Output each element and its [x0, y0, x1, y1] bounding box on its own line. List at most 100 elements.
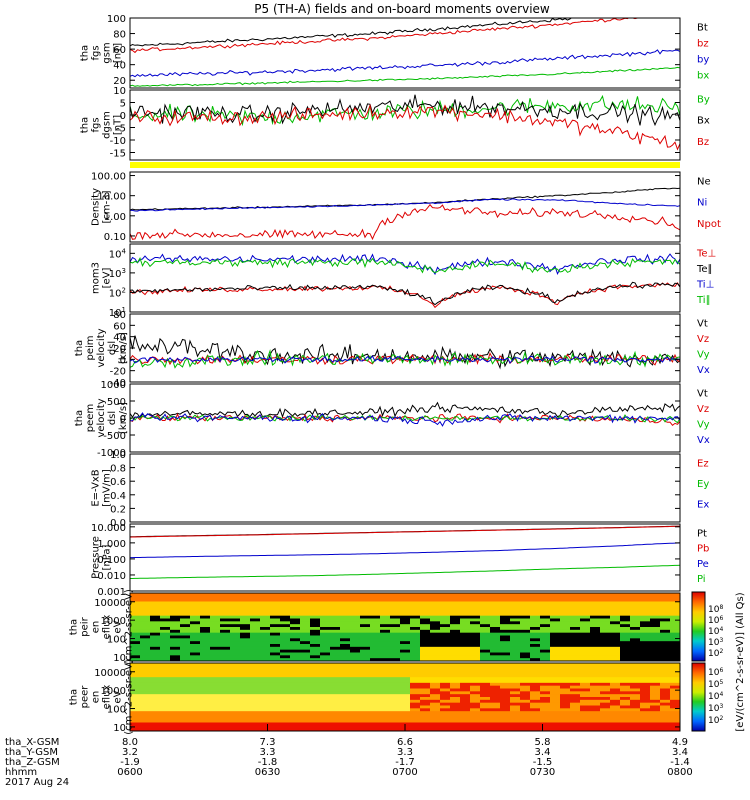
spectrogram-cell — [380, 697, 391, 701]
spectrogram-cell — [160, 610, 171, 614]
spectrogram-cell — [250, 649, 261, 654]
y-tick-label: 40 — [113, 61, 126, 72]
spectrogram-cell — [490, 711, 501, 715]
spectrogram-cell — [480, 665, 491, 670]
spectrogram-cell — [180, 708, 191, 712]
spectrogram-cell — [610, 725, 621, 729]
spectrogram-cell — [130, 649, 141, 654]
spectrogram-cell — [450, 607, 461, 611]
spectrogram-cell — [620, 711, 631, 715]
spectrogram-cell — [240, 621, 251, 625]
spectrogram-cell — [220, 610, 231, 614]
spectrogram-cell — [610, 705, 621, 709]
spectrogram-cell — [450, 716, 461, 721]
spectrogram-cell — [580, 601, 591, 605]
spectrogram-cell — [370, 671, 381, 675]
spectrogram-cell — [320, 668, 331, 673]
spectrogram-cell — [560, 638, 571, 642]
spectrogram-cell — [290, 714, 301, 718]
spectrogram-cell — [570, 711, 581, 715]
spectrogram-cell — [220, 671, 231, 675]
spectrogram-cell — [660, 624, 671, 628]
spectrogram-cell — [130, 728, 141, 731]
spectrogram-cell — [650, 624, 661, 628]
spectrogram-cell — [200, 624, 211, 628]
spectrogram-cell — [570, 677, 581, 681]
figure-title: P5 (TH-A) fields and on-board moments ov… — [254, 2, 550, 16]
spectrogram-cell — [430, 638, 441, 642]
spectrogram-cell — [450, 652, 461, 656]
spectrogram-cell — [340, 722, 351, 726]
spectrogram-cell — [500, 674, 511, 678]
spectrogram-cell — [520, 719, 531, 724]
spectrogram-cell — [520, 615, 531, 620]
spectrogram-cell — [290, 658, 301, 661]
spectrogram-cell — [290, 618, 301, 622]
spectrogram-cell — [430, 682, 441, 687]
spectrogram-cell — [130, 641, 141, 645]
spectrogram-cell — [380, 680, 391, 684]
spectrogram-cell — [440, 641, 451, 645]
spectrogram-cell — [400, 671, 411, 675]
spectrogram-cell — [130, 663, 141, 667]
spectrogram-cell — [240, 652, 251, 656]
spectrogram-cell — [430, 610, 441, 614]
spectrogram-cell — [480, 612, 491, 617]
spectrogram-cell — [310, 725, 321, 729]
spectrogram-cell — [470, 702, 481, 707]
spectrogram-cell — [660, 728, 671, 731]
spectrogram-cell — [250, 708, 261, 712]
spectrogram-cell — [610, 714, 621, 718]
spectrogram-cell — [130, 725, 141, 729]
spectrogram-cell — [570, 598, 581, 603]
spectrogram-cell — [420, 632, 431, 637]
spectrogram-cell — [580, 638, 591, 642]
spectrogram-cell — [310, 677, 321, 681]
spectrogram-cell — [130, 688, 141, 692]
spectrogram-cell — [560, 607, 571, 611]
spectrogram-cell — [540, 615, 551, 620]
spectrogram-cell — [590, 716, 601, 721]
spectrogram-cell — [390, 610, 401, 614]
spectrogram-cell — [410, 685, 421, 690]
spectrogram-cell — [170, 668, 181, 673]
spectrogram-cell — [220, 694, 231, 698]
spectrogram-cell — [130, 677, 141, 681]
spectrogram-cell — [240, 646, 251, 651]
spectrogram-cell — [350, 665, 361, 670]
spectrogram-cell — [160, 728, 171, 731]
spectrogram-cell — [160, 705, 171, 709]
spectrogram-cell — [310, 655, 321, 659]
spectrogram-cell — [510, 716, 521, 721]
spectrogram-cell — [150, 658, 161, 661]
spectrogram-cell — [350, 627, 361, 631]
spectrogram-cell — [540, 607, 551, 611]
spectrogram-cell — [550, 725, 561, 729]
spectrogram-cell — [130, 629, 141, 634]
spectrogram-cell — [530, 719, 541, 724]
spectrogram-cell — [420, 641, 431, 645]
spectrogram-cell — [610, 671, 621, 675]
spectrogram-cell — [140, 665, 151, 670]
spectrogram-cell — [420, 716, 431, 721]
spectrogram-cell — [190, 691, 201, 695]
spectrogram-cell — [460, 612, 471, 617]
spectrogram-cell — [620, 674, 631, 678]
spectrogram-cell — [590, 604, 601, 608]
spectrogram-cell — [190, 663, 201, 667]
spectrogram-cell — [370, 711, 381, 715]
spectrogram-cell — [240, 610, 251, 614]
spectrogram-cell — [200, 725, 211, 729]
spectrogram-cell — [440, 677, 451, 681]
colorbar-tick: 103 — [708, 637, 723, 648]
spectrogram-cell — [550, 593, 561, 597]
spectrogram-cell — [590, 615, 601, 620]
spectrogram-cell — [320, 621, 331, 625]
spectrogram-cell — [570, 694, 581, 698]
spectrogram-cell — [570, 627, 581, 631]
spectrogram-cell — [420, 722, 431, 726]
spectrogram-cell — [410, 598, 421, 603]
spectrogram-cell — [440, 714, 451, 718]
spectrogram-cell — [310, 593, 321, 597]
spectrogram-cell — [360, 699, 371, 704]
